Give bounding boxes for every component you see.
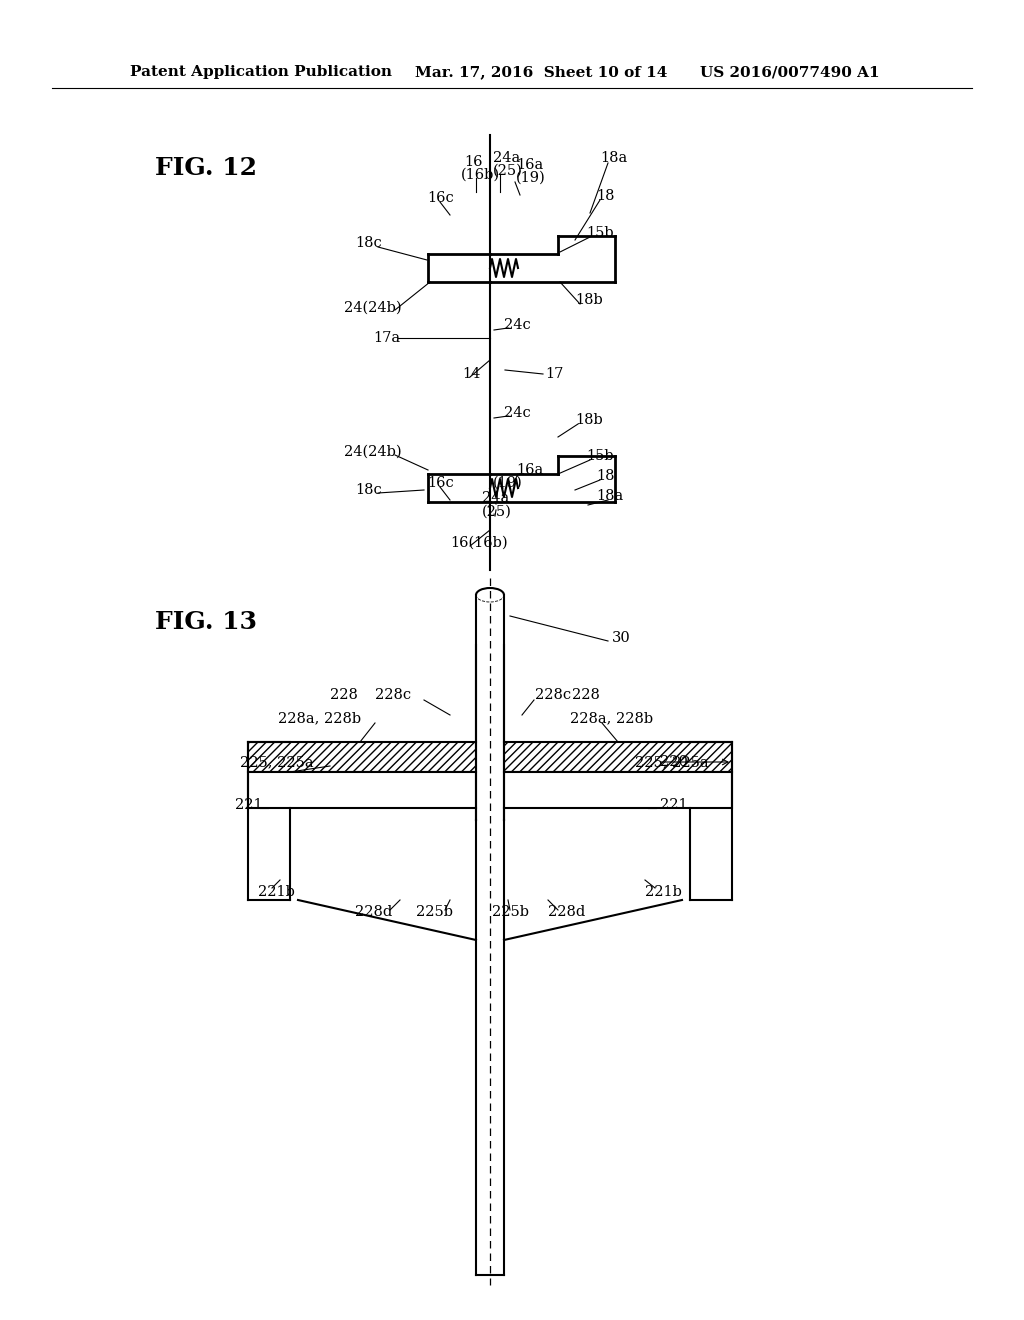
Text: 18c: 18c: [355, 236, 382, 249]
Text: 225, 225a: 225, 225a: [635, 755, 709, 770]
Text: 228c: 228c: [535, 688, 571, 702]
Text: 15b: 15b: [586, 449, 613, 463]
Text: 16c: 16c: [427, 477, 454, 490]
Text: FIG. 12: FIG. 12: [155, 156, 257, 180]
Text: 16: 16: [464, 154, 482, 169]
Text: US 2016/0077490 A1: US 2016/0077490 A1: [700, 65, 880, 79]
Text: 16c: 16c: [427, 191, 454, 205]
Text: 221: 221: [234, 799, 262, 812]
Text: Mar. 17, 2016  Sheet 10 of 14: Mar. 17, 2016 Sheet 10 of 14: [415, 65, 668, 79]
Text: 16a: 16a: [516, 463, 544, 477]
Text: 225, 225a: 225, 225a: [240, 755, 313, 770]
Text: 221: 221: [660, 799, 688, 812]
Text: 228: 228: [330, 688, 357, 702]
Text: 18: 18: [596, 469, 614, 483]
Text: 228a, 228b: 228a, 228b: [278, 711, 361, 725]
Text: 18a: 18a: [600, 150, 628, 165]
Text: 18b: 18b: [575, 413, 603, 426]
Text: 24c: 24c: [504, 407, 530, 420]
Text: 24a: 24a: [493, 150, 520, 165]
Text: 228c: 228c: [375, 688, 411, 702]
Text: (19): (19): [493, 477, 522, 490]
Text: Patent Application Publication: Patent Application Publication: [130, 65, 392, 79]
Text: 24a: 24a: [482, 491, 509, 506]
Text: 221b: 221b: [645, 884, 682, 899]
Text: 228a, 228b: 228a, 228b: [570, 711, 653, 725]
Text: 18: 18: [596, 189, 614, 203]
Text: 15b: 15b: [586, 226, 613, 240]
Text: 225b: 225b: [492, 906, 529, 919]
Text: (19): (19): [516, 172, 546, 185]
Text: 16a: 16a: [516, 158, 544, 172]
Text: 14: 14: [462, 367, 480, 381]
Bar: [248, 742, 476, 772]
Text: FIG. 13: FIG. 13: [155, 610, 257, 634]
Text: 18c: 18c: [355, 483, 382, 498]
Text: 228d: 228d: [355, 906, 392, 919]
Bar: [248, 772, 476, 808]
Text: 18a: 18a: [596, 488, 624, 503]
Text: 16(16b): 16(16b): [450, 536, 508, 550]
Text: 24(24b): 24(24b): [344, 445, 401, 459]
Text: 221b: 221b: [258, 884, 295, 899]
Bar: [504, 742, 732, 772]
Text: 228d: 228d: [548, 906, 586, 919]
Text: 30: 30: [612, 631, 631, 645]
Bar: [504, 772, 732, 808]
Text: 228: 228: [572, 688, 600, 702]
Text: 24(24b): 24(24b): [344, 301, 401, 315]
Text: 220: 220: [660, 755, 688, 770]
Text: 18b: 18b: [575, 293, 603, 308]
Text: (16b): (16b): [461, 168, 500, 182]
Text: 17: 17: [545, 367, 563, 381]
Text: 17a: 17a: [373, 331, 400, 345]
Text: 225b: 225b: [416, 906, 453, 919]
Text: 24c: 24c: [504, 318, 530, 333]
Text: (25): (25): [493, 164, 523, 178]
Text: (25): (25): [482, 506, 512, 519]
